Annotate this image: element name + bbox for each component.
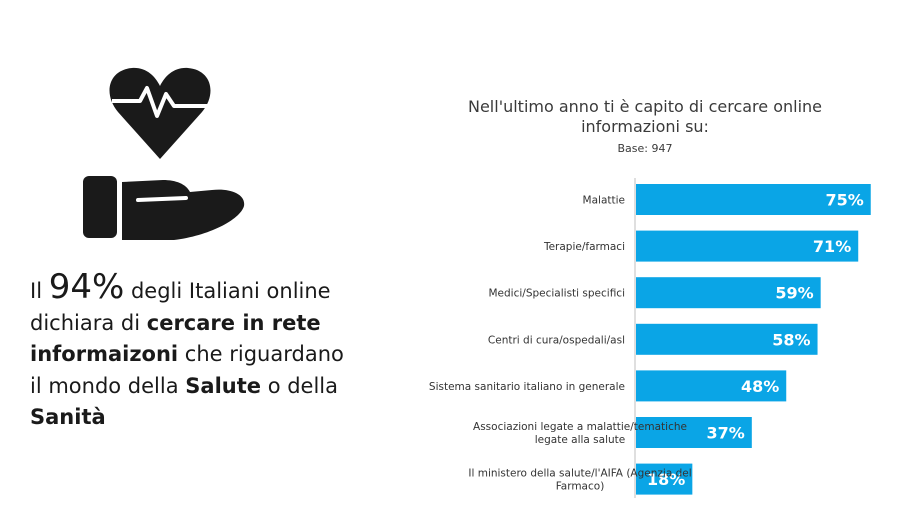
bar-value-label: 18% <box>647 470 685 489</box>
category-label: Malattie <box>583 195 625 207</box>
category-label: Terapie/farmaci <box>543 241 625 253</box>
headline-bold2: Salute <box>185 373 262 398</box>
headline-bold1: cercare in rete informaizoni <box>30 310 321 367</box>
bar <box>636 230 859 262</box>
headline-percent: 94% <box>48 267 125 307</box>
category-label: Associazioni legate a malattie/tematiche… <box>473 421 687 446</box>
headline-part2: che riguardano il mondo della <box>30 342 344 398</box>
category-label: Sistema sanitario italiano in generale <box>429 381 625 393</box>
category-label: Il ministero della salute/l'AIFA (Agenzi… <box>468 468 691 493</box>
bar <box>636 370 787 402</box>
category-label: Medici/Specialisti specifici <box>488 288 625 300</box>
headline-prefix: Il <box>30 279 43 303</box>
headline-part3: o della <box>261 373 339 398</box>
bar-value-label: 59% <box>775 284 813 303</box>
bar-value-label: 37% <box>707 424 745 443</box>
bar-value-label: 58% <box>772 330 810 349</box>
chart-title: Nell'ultimo anno ti è capito di cercare … <box>467 97 823 136</box>
bar-value-label: 48% <box>741 377 779 396</box>
headline-part1: degli Italiani online dichiara di <box>30 279 331 335</box>
bar <box>636 277 821 309</box>
bar-value-label: 71% <box>813 237 851 256</box>
heart-in-hand-icon <box>83 67 245 240</box>
category-label: Centri di cura/ospedali/asl <box>488 334 625 346</box>
bar <box>636 463 693 495</box>
chart-subtitle: Base: 947 <box>617 142 673 155</box>
bar <box>636 323 818 355</box>
bar <box>636 417 752 448</box>
bar-value-label: 75% <box>825 191 863 210</box>
bar <box>636 184 871 215</box>
headline-bold3: Sanità <box>30 405 106 429</box>
headline-text: Il 94% degli Italiani online dichiara di… <box>30 270 350 434</box>
